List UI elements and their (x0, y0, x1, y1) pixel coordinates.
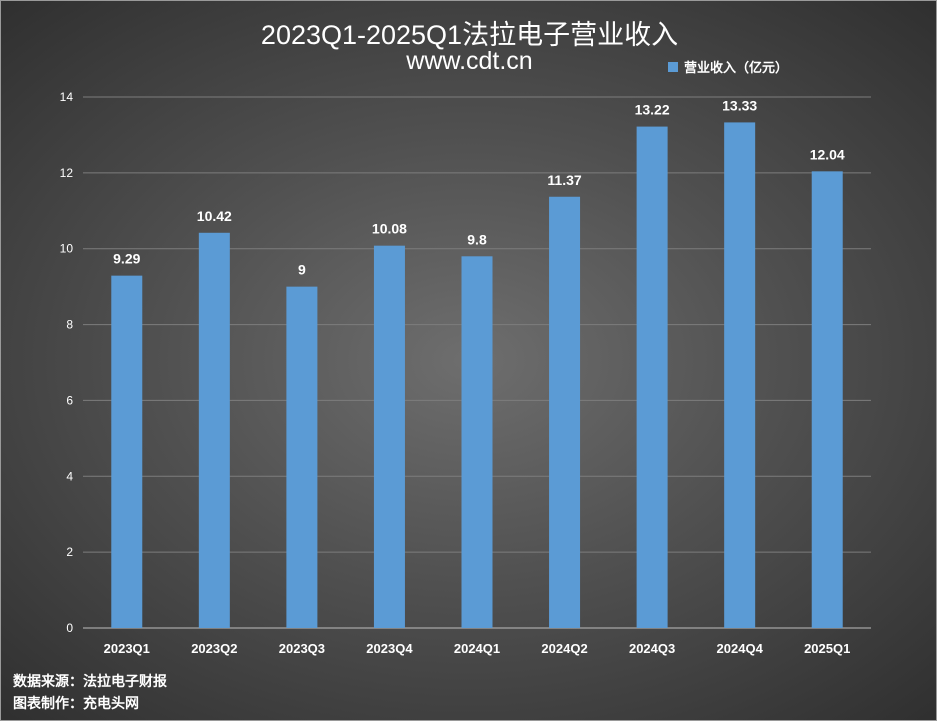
bar (636, 126, 668, 628)
x-tick-label: 2023Q4 (366, 641, 413, 656)
y-tick-label: 12 (60, 166, 74, 180)
data-label: 10.08 (372, 221, 407, 237)
data-label: 9.29 (113, 251, 140, 267)
x-tick-label: 2024Q2 (541, 641, 587, 656)
x-tick-label: 2023Q1 (104, 641, 150, 656)
y-tick-label: 4 (66, 469, 73, 483)
y-tick-label: 6 (66, 393, 73, 407)
bar (111, 275, 143, 628)
data-label: 12.04 (810, 146, 845, 162)
data-label: 11.37 (547, 172, 581, 188)
x-tick-label: 2023Q2 (191, 641, 237, 656)
chart-maker-note: 图表制作：充电头网 (13, 695, 139, 711)
bar (373, 245, 405, 628)
x-tick-label: 2024Q1 (454, 641, 500, 656)
legend: 营业收入（亿元） (668, 57, 788, 76)
data-label: 13.22 (635, 102, 670, 118)
data-label: 10.42 (197, 208, 232, 224)
bar (724, 122, 756, 628)
y-tick-label: 0 (66, 621, 73, 635)
x-tick-label: 2025Q1 (804, 641, 850, 656)
data-label: 13.33 (722, 97, 757, 113)
x-tick-label: 2024Q3 (629, 641, 675, 656)
x-tick-label: 2024Q4 (717, 641, 764, 656)
legend-label: 营业收入（亿元） (684, 60, 789, 75)
chart-subtitle: www.cdt.cn (406, 47, 533, 75)
y-tick-label: 2 (66, 545, 73, 559)
legend-swatch (668, 61, 678, 72)
bar (811, 171, 843, 628)
data-source-note: 数据来源：法拉电子财报 (13, 673, 167, 689)
data-label: 9 (298, 262, 306, 278)
y-tick-label: 10 (60, 242, 74, 256)
bar (549, 196, 581, 628)
data-label: 9.8 (467, 231, 487, 247)
bar (198, 232, 230, 628)
chart-title: 2023Q1-2025Q1法拉电子营业收入 (260, 20, 679, 50)
y-tick-label: 8 (66, 318, 73, 332)
bar (286, 286, 318, 628)
x-tick-label: 2023Q3 (279, 641, 325, 656)
bar (461, 256, 493, 628)
y-tick-label: 14 (60, 90, 74, 104)
